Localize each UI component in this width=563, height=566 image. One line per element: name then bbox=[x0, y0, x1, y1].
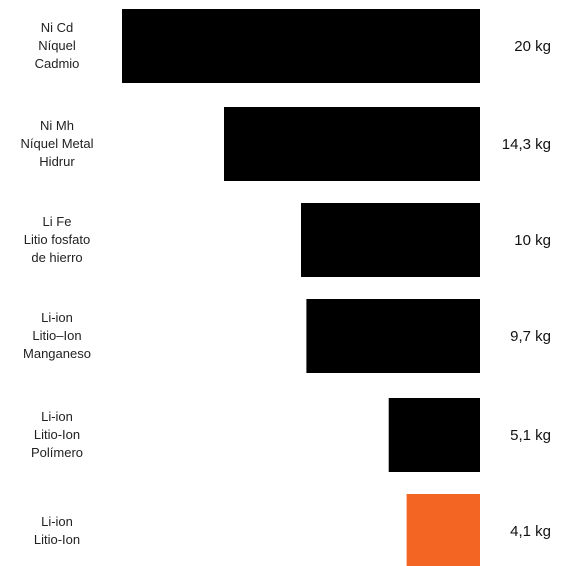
category-label-line: Litio–Ion bbox=[32, 328, 81, 343]
category-label-line: Polímero bbox=[31, 445, 83, 460]
category-label-line: Li-ion bbox=[41, 310, 73, 325]
category-label-line: Ni Cd bbox=[41, 20, 74, 35]
category-label-2: Ni Mh Níquel Metal Hidrur bbox=[21, 118, 94, 169]
bar-2 bbox=[224, 107, 480, 181]
value-label-1: 20 kg bbox=[514, 38, 551, 55]
value-label-4: 9,7 kg bbox=[510, 328, 551, 345]
bar-4 bbox=[306, 299, 480, 373]
value-label-5: 5,1 kg bbox=[510, 427, 551, 444]
value-label-2: 14,3 kg bbox=[502, 136, 551, 153]
category-label-line: Li-ion bbox=[41, 514, 73, 529]
value-label-3: 10 kg bbox=[514, 232, 551, 249]
value-label-6: 4,1 kg bbox=[510, 523, 551, 540]
bar-5 bbox=[388, 398, 480, 472]
category-label-line: Hidrur bbox=[39, 154, 75, 169]
category-label-line: Níquel bbox=[38, 38, 76, 53]
bar-6 bbox=[406, 494, 480, 566]
category-label-line: de hierro bbox=[31, 250, 82, 265]
category-label-line: Litio-Ion bbox=[34, 427, 80, 442]
category-label-line: Ni Mh bbox=[40, 118, 74, 133]
category-label-line: Li Fe bbox=[43, 214, 72, 229]
category-label-6: Li-ion Litio-Ion bbox=[34, 514, 80, 547]
category-label-5: Li-ion Litio-Ion Polímero bbox=[31, 409, 83, 460]
category-label-line: Li-ion bbox=[41, 409, 73, 424]
category-label-3: Li Fe Litio fosfato de hierro bbox=[24, 214, 91, 265]
category-label-line: Cadmio bbox=[35, 56, 80, 71]
bar-3 bbox=[301, 203, 480, 277]
category-label-line: Manganeso bbox=[23, 346, 91, 361]
category-label-1: Ni Cd Níquel Cadmio bbox=[35, 20, 80, 71]
bar-1 bbox=[122, 9, 480, 83]
category-label-line: Níquel Metal bbox=[21, 136, 94, 151]
category-label-line: Litio-Ion bbox=[34, 532, 80, 547]
category-label-line: Litio fosfato bbox=[24, 232, 91, 247]
category-label-4: Li-ion Litio–Ion Manganeso bbox=[23, 310, 91, 361]
